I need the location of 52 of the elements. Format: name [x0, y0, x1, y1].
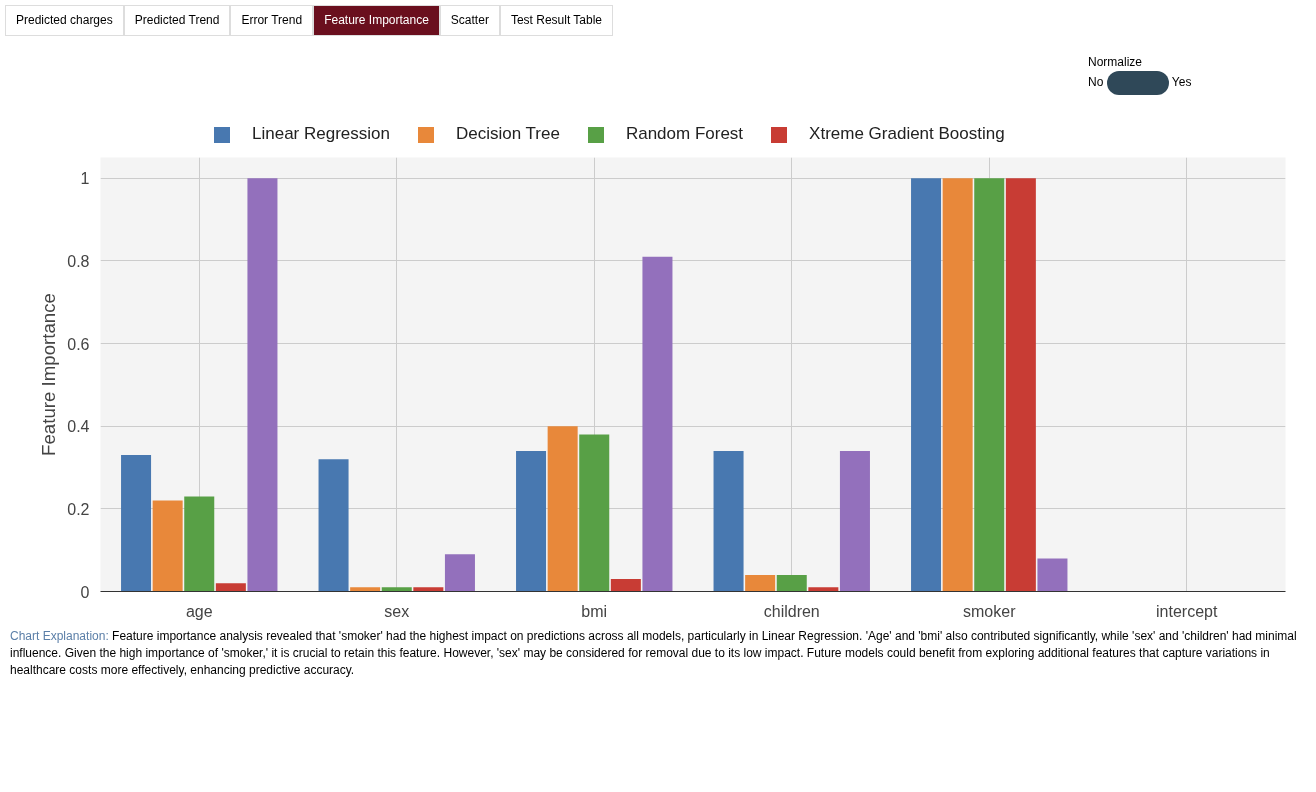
y-tick-label: 0: [80, 583, 90, 601]
x-tick-label: sex: [384, 602, 410, 620]
text: Feature Importance: [313, 5, 440, 37]
x-tick-label: intercept: [1156, 602, 1218, 620]
y-axis-title: Feature Importance: [38, 293, 60, 456]
bar: [911, 178, 942, 592]
text: Predicted Trend: [123, 5, 231, 37]
bar: [942, 178, 973, 592]
text: Test Result Table: [499, 5, 614, 37]
bar: [808, 587, 839, 592]
legend-label: Random Forest: [624, 124, 744, 143]
bar: [713, 450, 744, 592]
bar: [516, 450, 547, 592]
bar: [745, 574, 776, 592]
bar: [547, 426, 578, 592]
bar: [444, 554, 475, 592]
text: Scatter: [439, 5, 500, 37]
x-tick-label: children: [763, 602, 820, 620]
bar: [121, 455, 152, 592]
y-tick-label: 1: [80, 170, 90, 188]
legend-label: Linear Regression: [251, 124, 390, 143]
text: Predicted charges: [5, 5, 124, 37]
bar: [247, 178, 278, 592]
bar: [610, 579, 641, 592]
x-tick-label: age: [185, 602, 213, 620]
bar: [1005, 178, 1036, 592]
legend-label: Xtreme Gradient Boosting: [808, 124, 1005, 143]
bar: [184, 496, 215, 592]
y-tick-label: 0.6: [67, 335, 90, 353]
bar: [350, 587, 381, 592]
legend-label: Decision Tree: [454, 124, 560, 143]
bar: [152, 500, 183, 592]
x-tick-label: smoker: [963, 602, 1017, 620]
bar: [839, 450, 870, 592]
bar: [413, 587, 444, 592]
bar: [776, 574, 807, 592]
bar: [1037, 558, 1068, 592]
text: No: [1088, 75, 1104, 90]
bar: [579, 434, 610, 592]
text: Yes: [1171, 75, 1192, 90]
bar: [215, 583, 246, 592]
text: Error Trend: [230, 5, 314, 37]
bar: [318, 459, 349, 592]
text: Chart Explanation:: [10, 629, 109, 643]
bar: [974, 178, 1005, 592]
text: Normalize: [1088, 55, 1143, 69]
bar: [381, 587, 412, 592]
y-tick-label: 0.2: [67, 500, 90, 518]
y-tick-label: 0.4: [67, 418, 90, 436]
y-tick-label: 0.8: [67, 252, 90, 270]
x-tick-label: bmi: [581, 602, 608, 620]
bar: [642, 256, 673, 592]
